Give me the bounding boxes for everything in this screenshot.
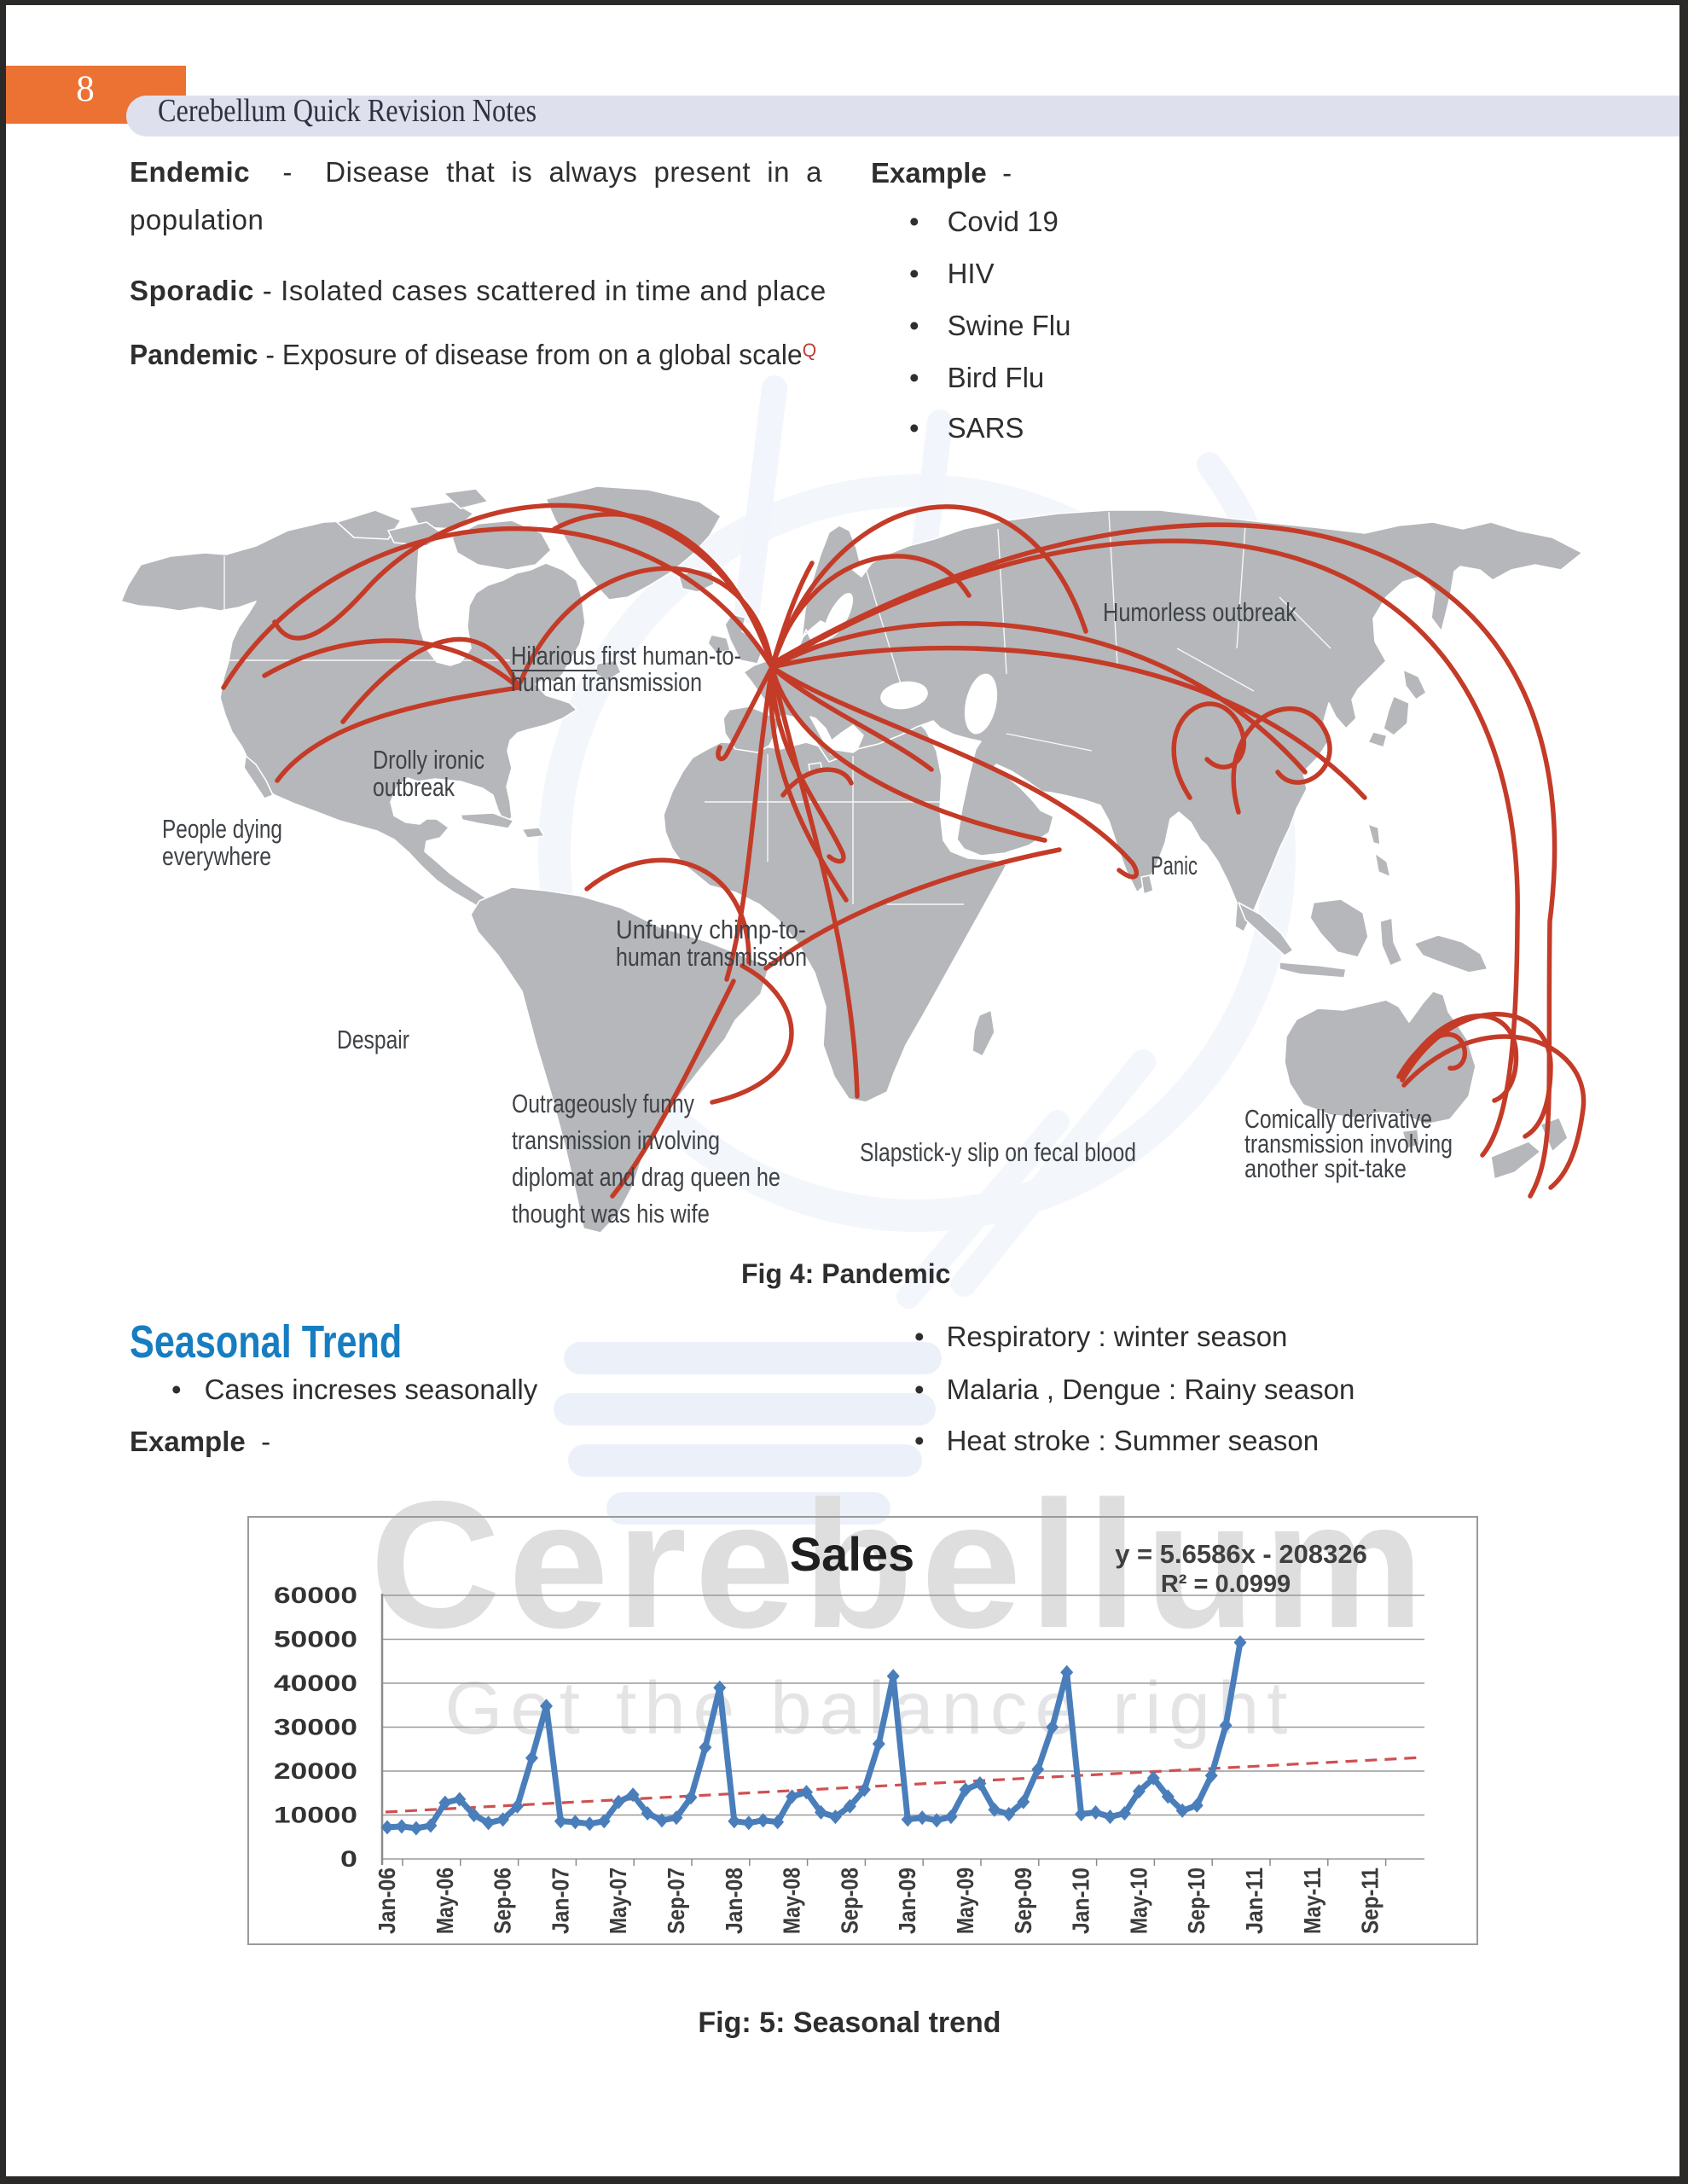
- svg-text:Sep-08: Sep-08: [836, 1867, 862, 1934]
- svg-text:Jan-10: Jan-10: [1068, 1867, 1094, 1934]
- svg-text:transmission involving: transmission involving: [1244, 1129, 1453, 1159]
- svg-text:Despair: Despair: [337, 1025, 409, 1054]
- svg-text:People dying: People dying: [162, 814, 282, 844]
- svg-text:Outrageously funny: Outrageously funny: [512, 1089, 694, 1118]
- svg-text:another spit-take: another spit-take: [1244, 1153, 1407, 1183]
- svg-text:Jan-06: Jan-06: [374, 1867, 400, 1934]
- svg-text:May-08: May-08: [779, 1867, 805, 1934]
- svg-text:0: 0: [340, 1846, 357, 1872]
- svg-text:Sep-11: Sep-11: [1357, 1867, 1383, 1934]
- svg-text:R² = 0.0999: R² = 0.0999: [1161, 1571, 1291, 1598]
- svg-text:Sep-10: Sep-10: [1183, 1867, 1209, 1934]
- svg-text:Jan-07: Jan-07: [547, 1867, 573, 1934]
- svg-text:Panic: Panic: [1151, 851, 1198, 880]
- svg-text:May-10: May-10: [1125, 1867, 1151, 1934]
- svg-text:Unfunny chimp-to-: Unfunny chimp-to-: [616, 915, 806, 944]
- svg-text:Jan-11: Jan-11: [1241, 1867, 1267, 1934]
- svg-text:outbreak: outbreak: [373, 772, 455, 802]
- svg-text:60000: 60000: [274, 1583, 357, 1608]
- svg-text:diplomat and drag queen he: diplomat and drag queen he: [512, 1162, 780, 1192]
- svg-text:Sep-07: Sep-07: [663, 1867, 689, 1934]
- svg-text:Sep-09: Sep-09: [1010, 1867, 1036, 1934]
- svg-text:Drolly ironic: Drolly ironic: [373, 745, 484, 775]
- svg-text:50000: 50000: [274, 1627, 357, 1653]
- svg-text:Jan-09: Jan-09: [894, 1867, 920, 1934]
- svg-text:human transmission: human transmission: [511, 667, 702, 697]
- svg-text:30000: 30000: [274, 1715, 357, 1740]
- svg-text:y = 5.6586x - 208326: y = 5.6586x - 208326: [1115, 1539, 1367, 1569]
- svg-text:human transmission: human transmission: [616, 942, 807, 972]
- svg-text:Sales: Sales: [790, 1527, 914, 1581]
- svg-text:May-07: May-07: [605, 1867, 631, 1934]
- svg-text:Sep-06: Sep-06: [490, 1867, 516, 1934]
- svg-text:May-11: May-11: [1299, 1867, 1325, 1934]
- svg-text:transmission involving: transmission involving: [512, 1125, 720, 1155]
- svg-text:Comically derivative: Comically derivative: [1244, 1104, 1432, 1134]
- svg-text:40000: 40000: [274, 1670, 357, 1696]
- svg-text:thought was his wife: thought was his wife: [512, 1199, 710, 1228]
- svg-text:Humorless outbreak: Humorless outbreak: [1103, 597, 1296, 627]
- svg-text:Jan-08: Jan-08: [721, 1867, 747, 1934]
- svg-text:20000: 20000: [274, 1758, 357, 1784]
- svg-text:everywhere: everywhere: [162, 841, 271, 871]
- svg-text:Hilarious first human-to-: Hilarious first human-to-: [511, 641, 741, 671]
- svg-text:10000: 10000: [274, 1803, 357, 1828]
- svg-text:Slapstick-y slip on fecal bloo: Slapstick-y slip on fecal blood: [860, 1137, 1136, 1167]
- svg-text:May-09: May-09: [952, 1867, 978, 1934]
- svg-text:May-06: May-06: [432, 1867, 458, 1934]
